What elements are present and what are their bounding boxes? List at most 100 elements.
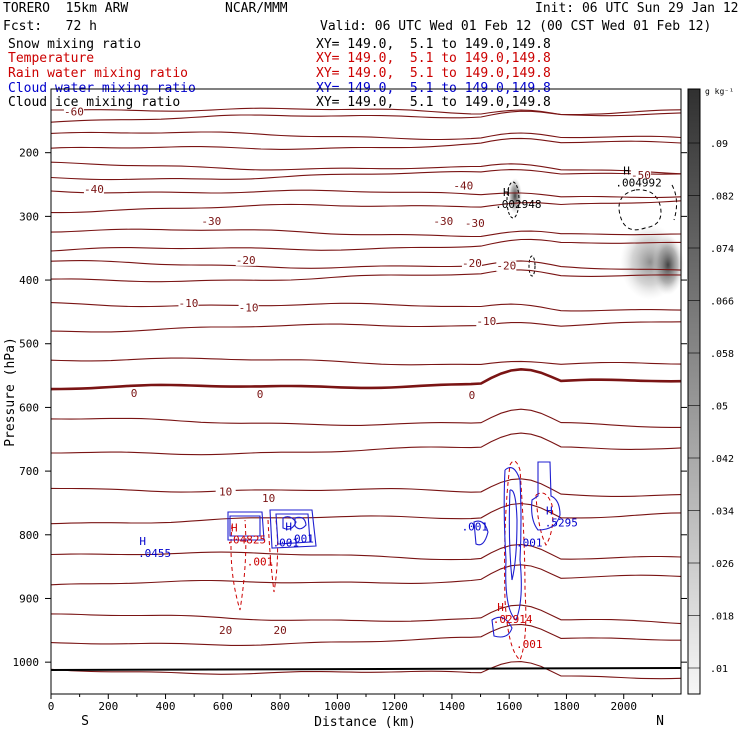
x-tick-label: 0 xyxy=(48,700,55,713)
snow-contour xyxy=(506,181,520,219)
isotherm-label: -20 xyxy=(462,257,482,270)
field-temperature-label: Temperature xyxy=(8,51,95,66)
x-tick-label: 1000 xyxy=(324,700,351,713)
isotherm-label: 20 xyxy=(219,624,232,637)
rain-maximum-value: .001 xyxy=(516,638,543,651)
cloud-contour xyxy=(531,461,561,531)
isotherm-label-bg xyxy=(238,302,259,314)
isotherm-label: 0 xyxy=(131,387,138,400)
y-tick-label: 600 xyxy=(19,401,39,414)
cloud-maximum-value: .0455 xyxy=(138,547,171,560)
isotherm-line xyxy=(50,357,682,366)
isotherm-line xyxy=(50,269,682,283)
isotherm-layer xyxy=(50,107,682,680)
field-temperature-xy: XY= 149.0, 5.1 to 149.0,149.8 xyxy=(316,51,551,66)
isotherm-label: 10 xyxy=(219,486,232,499)
isotherm-label-bg xyxy=(215,624,236,636)
cloud-maximum-value: .5295 xyxy=(545,516,578,529)
y-tick-label: 700 xyxy=(19,465,39,478)
cloud-contour xyxy=(269,509,317,549)
isotherm-line xyxy=(50,131,682,141)
north-endpoint: N xyxy=(656,714,664,729)
isotherm-line xyxy=(50,623,681,646)
cloud-contour xyxy=(275,513,311,545)
isotherm-label-bg xyxy=(235,254,256,266)
x-tick-label: 1600 xyxy=(496,700,523,713)
south-endpoint: S xyxy=(81,714,89,729)
snow-maximum-value: .004992 xyxy=(615,176,661,189)
cloud-contour xyxy=(229,515,261,537)
rain-maximum-marker: H xyxy=(497,601,504,614)
field-snow-xy: XY= 149.0, 5.1 to 149.0,149.8 xyxy=(316,37,551,52)
contour-label-layer: -60 -50 -40 -40 -30 -30 -30 -20 -20 -20 -10 -10 -10 0… xyxy=(63,105,662,651)
isotherm-label-bg xyxy=(250,389,271,401)
isotherm-label-bg xyxy=(476,315,497,327)
cloud-contour xyxy=(491,616,513,638)
isotherm-line xyxy=(50,408,681,428)
isotherm-label-bg xyxy=(215,486,236,498)
x-tick-label: 400 xyxy=(156,700,176,713)
rain-contour xyxy=(230,519,247,611)
colorbar-label: .026 xyxy=(710,559,734,570)
y-tick-label: 800 xyxy=(19,529,39,542)
rain-maximum-value: .02914 xyxy=(493,613,533,626)
rain-contour xyxy=(504,460,527,661)
isotherm-label-bg xyxy=(178,298,199,310)
x-tick-label: 600 xyxy=(213,700,233,713)
cloud-contour xyxy=(508,489,518,581)
cloud-maximum-value: .001 xyxy=(516,536,543,549)
cloud-maximum-marker: H xyxy=(546,504,553,517)
colorbar-label: .018 xyxy=(710,612,734,623)
rain-contour xyxy=(267,519,279,593)
isotherm-label-bg xyxy=(461,258,482,270)
cloud-maximum-value: .001 xyxy=(287,532,314,545)
isotherm-label-bg xyxy=(496,260,517,272)
colorbar-label: .05 xyxy=(710,402,728,413)
isotherm-label: -40 xyxy=(453,179,473,192)
cloud-contour xyxy=(227,511,265,541)
model-title: TORERO 15km ARW xyxy=(3,1,129,16)
isotherm-line xyxy=(50,260,682,271)
isotherm-label: -50 xyxy=(631,169,651,182)
field-cloud-ice-label: Cloud ice mixing ratio xyxy=(8,95,181,110)
isotherm-label-bg xyxy=(63,106,84,118)
colorbar-ramp xyxy=(687,88,701,695)
cloud-maximum-value: .001 xyxy=(462,520,489,533)
isotherm-line xyxy=(50,367,682,391)
rain-contour-layer xyxy=(230,460,554,661)
x-tick-label: 200 xyxy=(98,700,118,713)
x-tick-label: 1800 xyxy=(553,700,580,713)
x-tick-label: 800 xyxy=(270,700,290,713)
snow-contour xyxy=(671,184,678,221)
cloud-contour xyxy=(503,467,522,621)
snow-maximum-marker: H xyxy=(503,186,510,199)
snow-contour xyxy=(528,255,536,277)
cloud-maximum-marker: H xyxy=(139,535,146,548)
isotherm-line xyxy=(50,502,682,525)
rain-maximum-value: .001 xyxy=(247,555,274,568)
snow-maximum-marker: H xyxy=(623,164,630,177)
cloud-maximum-value: .001 xyxy=(273,536,300,549)
isotherm-label: 0 xyxy=(257,388,264,401)
field-rain-xy: XY= 149.0, 5.1 to 149.0,149.8 xyxy=(316,66,551,81)
x-tick-label: 2000 xyxy=(610,700,637,713)
y-tick-label: 300 xyxy=(19,210,39,223)
plot-frame xyxy=(50,88,682,695)
isotherm-line xyxy=(50,228,682,238)
isotherm-line xyxy=(51,432,682,456)
rain-contour xyxy=(535,492,554,547)
colorbar-label: .09 xyxy=(710,139,728,150)
isotherm-label: -10 xyxy=(476,315,496,328)
colorbar-label: .074 xyxy=(710,244,734,255)
colorbar-label: .01 xyxy=(710,664,728,675)
cloud-maximum-marker: H xyxy=(285,520,292,533)
cloud-contour xyxy=(473,520,489,546)
isotherm-label-bg xyxy=(433,216,454,228)
colorbar-label: .034 xyxy=(710,507,734,518)
x-axis-title: Distance (km) xyxy=(314,715,416,730)
y-tick-label: 400 xyxy=(19,274,39,287)
surface-line xyxy=(50,667,682,671)
field-cloud-ice-xy: XY= 149.0, 5.1 to 149.0,149.8 xyxy=(316,95,551,110)
forecast-hour: Fcst: 72 h xyxy=(3,19,97,34)
